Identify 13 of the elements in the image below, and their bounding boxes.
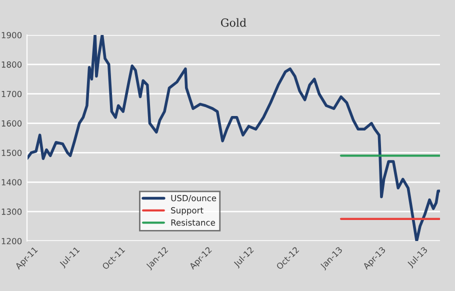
y-tick-label: 1700	[2, 90, 22, 98]
y-tick-label: 1900	[2, 32, 22, 38]
legend-label: Support	[171, 207, 204, 216]
line-series	[27, 35, 440, 241]
legend-label: Resistance	[171, 219, 216, 226]
y-tick-label: 1800	[2, 61, 22, 68]
y-tick-label: 1500	[2, 150, 22, 156]
y-tick-label: 1300	[2, 208, 22, 215]
legend-label: USD/ounce	[171, 194, 216, 202]
y-tick-label: 1200	[2, 238, 22, 244]
y-tick-label: 1600	[2, 120, 22, 127]
chart-title: Gold	[221, 18, 246, 27]
y-tick-label: 1400	[2, 179, 22, 186]
